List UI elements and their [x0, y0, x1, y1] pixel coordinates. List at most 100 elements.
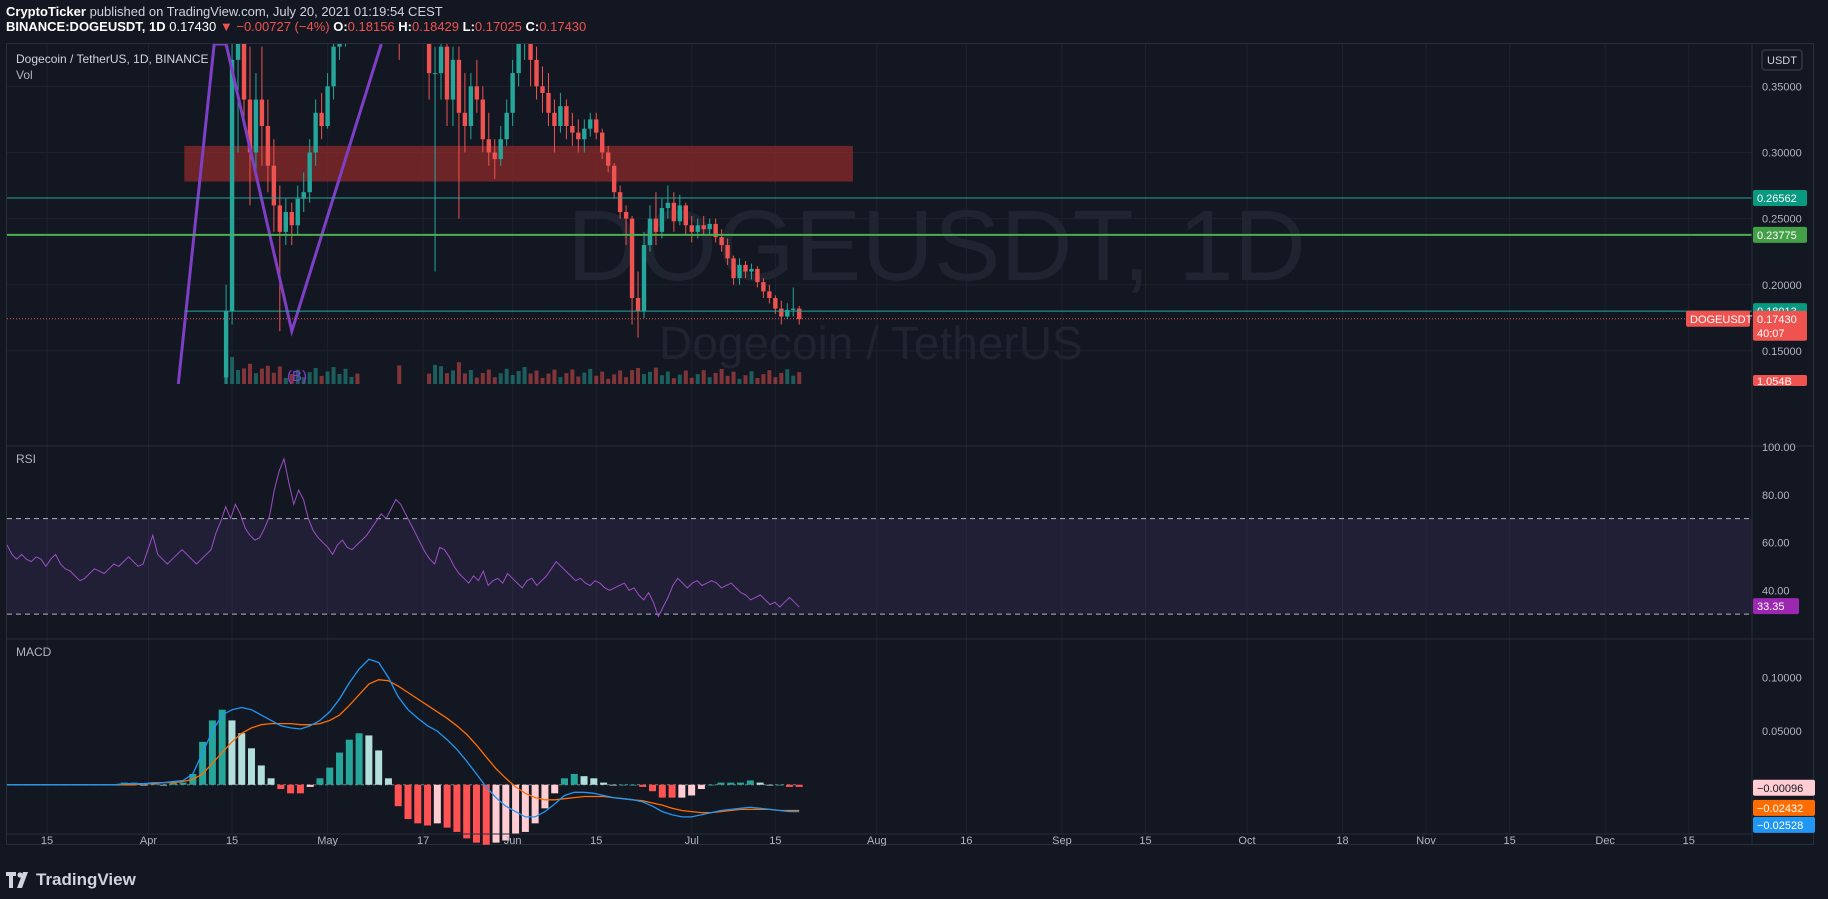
volume-bar: [761, 374, 766, 384]
svg-text:−0.00096: −0.00096: [1757, 783, 1803, 795]
volume-indicator-label: Vol: [16, 68, 33, 82]
price-tick-label: 0.15000: [1762, 346, 1802, 358]
candle-body: [558, 106, 563, 127]
volume-bar: [516, 371, 521, 384]
volume-bar: [307, 372, 312, 384]
macd-signal-tag: −0.02432: [1753, 799, 1815, 816]
candle-body: [504, 112, 509, 140]
volume-bar: [653, 367, 658, 384]
volume-bar: [253, 373, 258, 384]
macd-histogram-bar: [336, 752, 344, 785]
symbol-line: BINANCE:DOGEUSDT, 1D: [6, 19, 166, 34]
candle-body: [683, 205, 688, 226]
macd-histogram-bar: [277, 784, 285, 790]
volume-bar: [337, 374, 342, 384]
volume-bar: [701, 370, 706, 384]
candle-body: [773, 298, 778, 309]
candle-body: [761, 282, 766, 292]
volume-bar: [564, 373, 569, 384]
macd-histogram-bar: [453, 784, 461, 832]
candle-body: [229, 59, 235, 312]
candle-body: [701, 225, 706, 230]
currency-button[interactable]: USDT: [1761, 49, 1803, 71]
candle-body: [474, 86, 480, 100]
macd-histogram-bar: [727, 782, 735, 785]
tradingview-logo[interactable]: TradingView: [6, 870, 136, 890]
candle-body: [540, 86, 545, 93]
chart-container[interactable]: DOGEUSDT, 1D Dogecoin / TetherUS 15 Apr 15…: [3, 43, 1815, 847]
volume-bar: [540, 377, 545, 384]
candle-body: [546, 92, 551, 113]
price-pane: [7, 44, 1752, 384]
volume-bar: [397, 365, 402, 384]
candle-body: [564, 106, 569, 127]
rsi-title: RSI: [16, 452, 36, 466]
candle-body: [534, 59, 539, 87]
candle-body: [695, 225, 700, 232]
resistance-zone: [184, 145, 853, 182]
volume-bar: [247, 363, 252, 384]
candle-body: [337, 44, 342, 47]
publisher-name[interactable]: CryptoTicker: [6, 4, 86, 19]
candle-body: [241, 44, 247, 100]
volume-bar: [301, 377, 306, 384]
macd-histogram-bar: [688, 784, 696, 796]
ohlc-high: 0.18429: [412, 19, 460, 34]
macd-histogram-bar: [199, 741, 207, 785]
watermark-name: Dogecoin / TetherUS: [659, 317, 1083, 369]
volume-bar: [504, 368, 509, 384]
rsi-tick-label: 80.00: [1762, 490, 1790, 502]
volume-bar: [552, 369, 557, 384]
volume-bar: [319, 375, 324, 384]
candle-body: [510, 73, 515, 113]
macd-value-tag: −0.02528: [1753, 816, 1815, 833]
time-tick-label: Nov: [1416, 835, 1436, 846]
macd-histogram-bar: [639, 784, 647, 787]
candle-body: [731, 258, 736, 279]
candle-body: [791, 308, 796, 310]
candle-body: [629, 218, 635, 299]
macd-histogram-bar: [394, 784, 402, 807]
rsi-band: [7, 518, 1752, 615]
candle-body: [516, 44, 521, 74]
volume-bar: [433, 364, 438, 384]
chart-title: Dogecoin / TetherUS, 1D, BINANCE: [16, 52, 209, 66]
candle-body: [265, 126, 271, 166]
candle-body: [617, 192, 623, 213]
level-1-tag: 0.26562: [1753, 189, 1807, 206]
macd-histogram-bar: [287, 784, 295, 794]
macd-histogram-bar: [238, 733, 246, 785]
volume-bar: [444, 373, 449, 384]
rsi-value-tag: 33.35: [1753, 598, 1799, 615]
volume-bar: [259, 368, 264, 384]
volume-bar: [558, 377, 563, 384]
candle-body: [588, 119, 593, 129]
chart-svg[interactable]: DOGEUSDT, 1D Dogecoin / TetherUS 15 Apr 15…: [3, 44, 1815, 847]
macd-histogram-bar: [795, 784, 803, 787]
time-tick-label: 18: [1336, 835, 1348, 846]
candle-body: [611, 165, 617, 193]
ohlc-c-label: C:: [525, 19, 540, 34]
volume-bar: [647, 371, 652, 384]
volume-bar: [277, 366, 282, 384]
macd-histogram-bar: [179, 782, 187, 785]
candle-body: [552, 112, 557, 127]
macd-histogram-bar: [414, 784, 422, 824]
macd-histogram-bar: [306, 784, 314, 787]
candle-body: [438, 46, 444, 74]
last-price: 0.17430: [169, 19, 217, 34]
macd-histogram-bar: [541, 784, 549, 809]
candle-body: [235, 44, 241, 60]
macd-histogram-bar: [267, 778, 275, 785]
time-tick-label: Jul: [685, 835, 699, 846]
volume-bar: [612, 374, 617, 384]
rsi-tick-label: 60.00: [1762, 538, 1790, 550]
candle-body: [707, 223, 712, 230]
macd-histogram-bar: [512, 784, 520, 835]
volume-bar: [630, 370, 635, 384]
candle-body: [594, 119, 599, 133]
candle-body: [528, 44, 533, 60]
macd-histogram-bar: [482, 784, 490, 845]
macd-histogram-bar: [737, 782, 745, 785]
volume-bar: [713, 372, 718, 384]
